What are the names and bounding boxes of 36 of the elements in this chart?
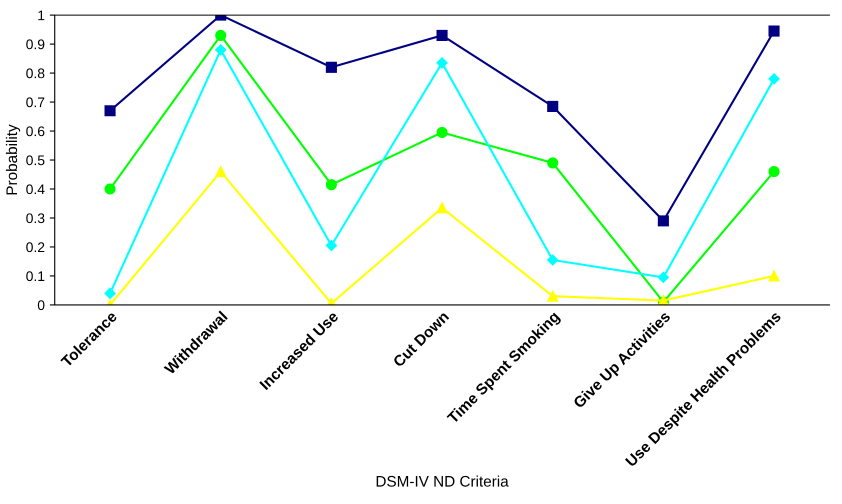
point: [104, 288, 116, 299]
point: [436, 30, 448, 41]
y-tick-label: 0.8: [26, 68, 44, 78]
point: [326, 179, 337, 190]
point: [547, 254, 558, 266]
point: [436, 126, 448, 138]
point: [104, 105, 116, 116]
y-tick-label: 0: [38, 300, 44, 310]
point: [436, 57, 448, 69]
point: [768, 26, 780, 37]
y-tick-label: 0.3: [26, 213, 44, 224]
point: [547, 157, 558, 168]
x-axis-title: DSM-IV ND Criteria: [376, 475, 509, 487]
point: [215, 30, 226, 41]
point: [104, 183, 116, 195]
point: [658, 215, 669, 226]
point: [326, 240, 337, 252]
y-axis-title: Probability: [6, 124, 20, 194]
y-tick-label: 0.2: [26, 242, 44, 252]
point: [768, 166, 780, 178]
y-tick-label: 0.9: [26, 39, 44, 50]
y-tick-label: 0.4: [26, 184, 45, 194]
y-tick-label: 0.6: [26, 126, 44, 136]
y-tick-label: 0.1: [26, 271, 44, 282]
y-tick-label: 0.7: [26, 97, 44, 108]
point: [547, 100, 558, 112]
point: [436, 202, 448, 214]
point: [215, 44, 226, 56]
y-tick-label: 0.5: [26, 155, 44, 166]
point: [215, 166, 226, 178]
point: [326, 62, 337, 73]
point: [768, 73, 780, 84]
point: [547, 290, 558, 302]
point: [768, 270, 780, 282]
y-tick-label: 1: [38, 10, 44, 20]
point: [658, 272, 669, 283]
